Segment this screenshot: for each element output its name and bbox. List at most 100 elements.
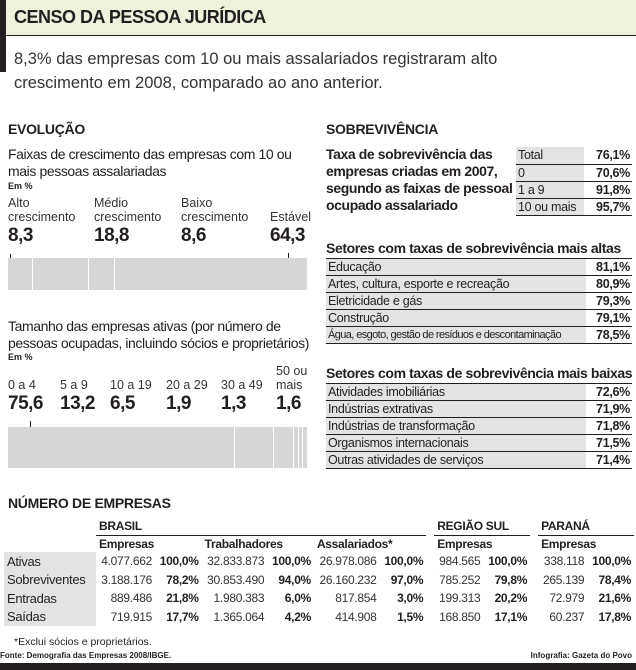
count-cell: 3.188.176 [101,572,152,587]
source: Fonte: Demografia das Empresas 2008/IBGE… [0,651,172,660]
row-label: 0 [516,164,584,182]
percent-cell: 94,0% [278,572,311,587]
sobrevivencia-subtitle: Taxa de sobrevivência das empresas criada… [326,146,513,214]
group-parana: PARANÁ [538,518,634,536]
row-label: Organismos internacionais [326,434,586,452]
lead-line-1: 8,3% das empresas com 10 ou mais assalar… [14,50,498,68]
row-label: Indústrias extrativas [326,400,586,418]
category-label: 10 a 19 [110,378,152,392]
lowest-survival-table: Atividades imobiliárias 72,6% Indústrias e… [326,383,632,469]
count-cell: 30.853.490 [207,572,265,587]
spacer [426,608,434,627]
row-value: 72,6% [586,383,632,401]
table-row: Sobreviventes 3.188.176 78,2% 30.853.490 94,… [4,570,634,590]
spacer [530,552,538,571]
category-value: 13,2 [60,393,95,414]
percent-cell: 1,5% [397,609,424,624]
count-cell: 265.139 [542,572,585,587]
spacer [426,589,434,608]
category-value: 1,9 [166,393,191,414]
category-label: Alto [8,196,30,210]
count-cell: 719.915 [110,609,153,624]
category-value: 18,8 [94,225,129,246]
spacer [426,535,434,552]
table-row: Eletricidade e gás 79,3% [326,292,632,310]
table-row: Indústrias extrativas 71,9% [326,400,632,418]
subtitle-line: Taxa de sobrevivência das [326,146,493,162]
percent-cell: 100,0% [488,554,528,569]
percent-cell: 3,0% [397,591,424,606]
category-label: crescimento [94,210,162,224]
bar-segment-1 [234,427,275,468]
count-cell: 817.854 [335,591,377,606]
bar-segment-3 [293,427,300,468]
category-label: Médio [94,196,129,210]
table-row: Entradas 889.486 21,8% 1.980.383 6,0% 817.854… [4,589,634,608]
sobrevivencia-heading: SOBREVIVÊNCIA [326,121,439,137]
subtitle-line: empresas criadas em 2007, [326,163,498,179]
group-header-row: BRASIL REGIÃO SUL PARANÁ [4,518,634,536]
bar-segment-0 [8,258,33,290]
row-label: Atividades imobiliárias [326,383,586,401]
category-label: 50 ou [276,364,308,378]
spacer [426,571,434,590]
bar-segment-2 [89,258,116,290]
category-1: Médio crescimento [94,196,161,224]
category-1: 5 a 9 [60,364,88,392]
count-cell: 60.237 [549,609,585,624]
altas-title: Setores com taxas de sobrevivência mais … [326,240,621,256]
spacer [530,535,538,552]
percent-cell: 4,2% [284,609,311,624]
category-label [221,364,263,378]
row-label: 10 ou mais [516,198,584,216]
table-row: Ativas 4.077.662 100,0% 32.833.873 100,0% 26.… [4,552,634,571]
category-label: crescimento [181,210,249,224]
growth-stacked-bar [8,258,308,290]
row-value: 71,8% [586,417,632,435]
column-header: Assalariados* [316,536,393,551]
spacer [530,589,538,608]
category-value: 64,3 [270,225,305,246]
size-stacked-bar [8,427,309,468]
row-label: 1 a 9 [516,181,584,199]
category-label [110,364,152,378]
table-row: Artes, cultura, esporte e recreação 80,9% [326,275,632,293]
table-row: 1 a 9 91,8% [516,181,632,199]
bar-segment-5 [303,427,309,468]
category-2: Baixo crescimento [181,196,248,224]
column-header: Trabalhadores [204,536,283,551]
category-value: 1,3 [221,393,246,414]
spacer [530,571,538,590]
column-header-row: Empresas Trabalhadores Assalariados* Empres… [4,535,634,552]
percent-cell: 17,8% [598,609,631,624]
category-label: 5 a 9 [60,378,88,392]
count-cell: 26.160.232 [319,572,377,587]
table-row: Atividades imobiliárias 72,6% [326,383,632,401]
subtitle-line: Faixas de crescimento das empresas com 1… [8,146,292,162]
table-row: Total 76,1% [516,147,632,165]
count-cell: 889.486 [110,591,153,606]
category-value: 6,5 [110,393,135,414]
header-accent [0,0,6,72]
subtitle-line: ocupado assalariado [326,197,458,213]
category-label [270,196,311,210]
row-label: Educação [326,258,586,276]
row-value: 71,9% [586,400,632,418]
row-label: Entradas [4,589,96,608]
row-label: Sobreviventes [4,570,96,589]
count-cell: 199.313 [439,591,481,606]
subtitle-line: pessoas ocupadas, incluindo sócios e pro… [8,335,310,351]
bar-segment-1 [32,258,90,290]
count-cell: 984.565 [439,554,481,569]
connector-line [288,253,289,258]
row-label: Água, esgoto, gestão de resíduos e desco… [326,326,586,344]
percent-cell: 17,1% [494,609,528,624]
tamanho-subtitle: Tamanho das empresas ativas (por número … [8,318,309,352]
row-value: 81,1% [586,258,632,276]
row-label: Total [516,147,584,165]
row-value: 95,7% [584,198,632,216]
column-header: Empresas [99,536,154,551]
category-0: 0 a 4 [8,364,36,392]
percent-cell: 97,0% [390,572,424,587]
category-label: crescimento [8,210,76,224]
